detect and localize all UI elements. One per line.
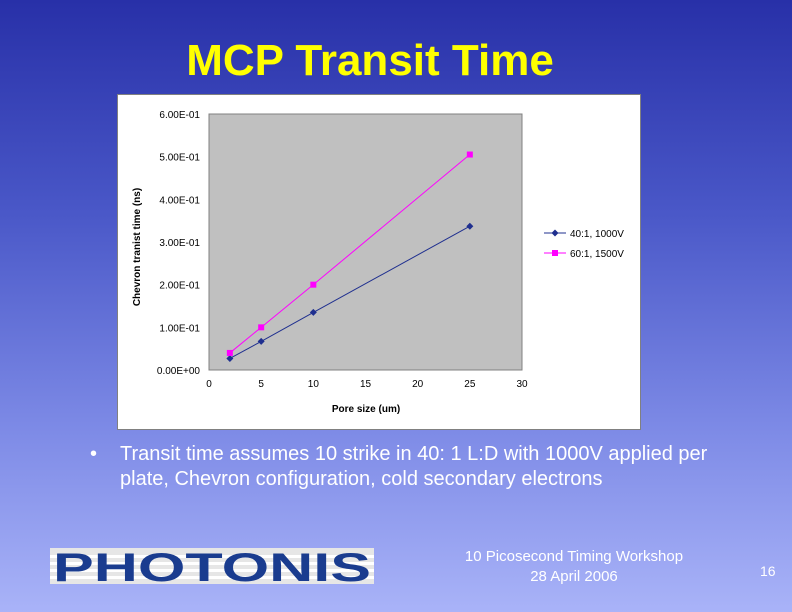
y-axis-label: Chevron tranist time (ns) [132, 188, 143, 306]
y-tick-label: 6.00E-01 [159, 110, 200, 121]
legend-label: 60:1, 1500V [570, 249, 624, 260]
bullet-text: Transit time assumes 10 strike in 40: 1 … [120, 443, 708, 490]
footer-date: 28 April 2006 [530, 568, 618, 585]
x-tick-label: 15 [360, 379, 372, 390]
data-point [226, 354, 234, 362]
footer: 10 Picosecond Timing Workshop 28 April 2… [440, 547, 708, 587]
y-tick-label: 1.00E-01 [159, 323, 200, 334]
data-point [258, 324, 265, 331]
series-layer [226, 151, 474, 362]
page-number: 16 [760, 563, 776, 579]
x-tick-label: 5 [258, 379, 264, 390]
x-axis-label: Pore size (um) [332, 404, 400, 415]
footer-event: 10 Picosecond Timing Workshop [464, 548, 684, 565]
data-point [257, 337, 265, 345]
x-axis-ticks: 0 5 10 15 20 25 30 [206, 379, 528, 390]
y-axis-ticks: 0.00E+00 1.00E-01 2.00E-01 3.00E-01 4.00E-01… [157, 110, 201, 377]
series-line [229, 225, 471, 359]
x-tick-label: 25 [464, 379, 476, 390]
data-point [466, 222, 474, 230]
chart-legend: 40:1, 1000V 60:1, 1500V [544, 229, 624, 260]
series-line [229, 154, 471, 354]
x-tick-label: 10 [308, 379, 320, 390]
photonis-logo: PHOTONIS [50, 546, 374, 586]
y-tick-label: 5.00E-01 [159, 153, 200, 164]
slide-title: MCP Transit Time [186, 36, 554, 85]
data-point [309, 308, 317, 316]
chart-container: 0.00E+00 1.00E-01 2.00E-01 3.00E-01 4.00E-01… [117, 94, 641, 430]
y-tick-label: 4.00E-01 [159, 195, 200, 206]
logo-wordmark: PHOTONIS [53, 546, 371, 586]
legend-marker [552, 250, 558, 256]
legend-marker [551, 229, 559, 237]
data-point [226, 349, 233, 356]
data-point [310, 281, 317, 288]
legend-label: 40:1, 1000V [570, 229, 624, 240]
bullet-marker: • [90, 443, 98, 465]
x-tick-label: 0 [206, 379, 212, 390]
y-tick-label: 2.00E-01 [159, 281, 200, 292]
x-tick-label: 30 [516, 379, 528, 390]
bullet-point: • Transit time assumes 10 strike in 40: … [90, 442, 730, 492]
y-tick-label: 0.00E+00 [157, 366, 201, 377]
x-tick-label: 20 [412, 379, 424, 390]
y-tick-label: 3.00E-01 [159, 238, 200, 249]
data-point [466, 151, 473, 158]
line-chart: 0.00E+00 1.00E-01 2.00E-01 3.00E-01 4.00E-01… [132, 110, 624, 415]
